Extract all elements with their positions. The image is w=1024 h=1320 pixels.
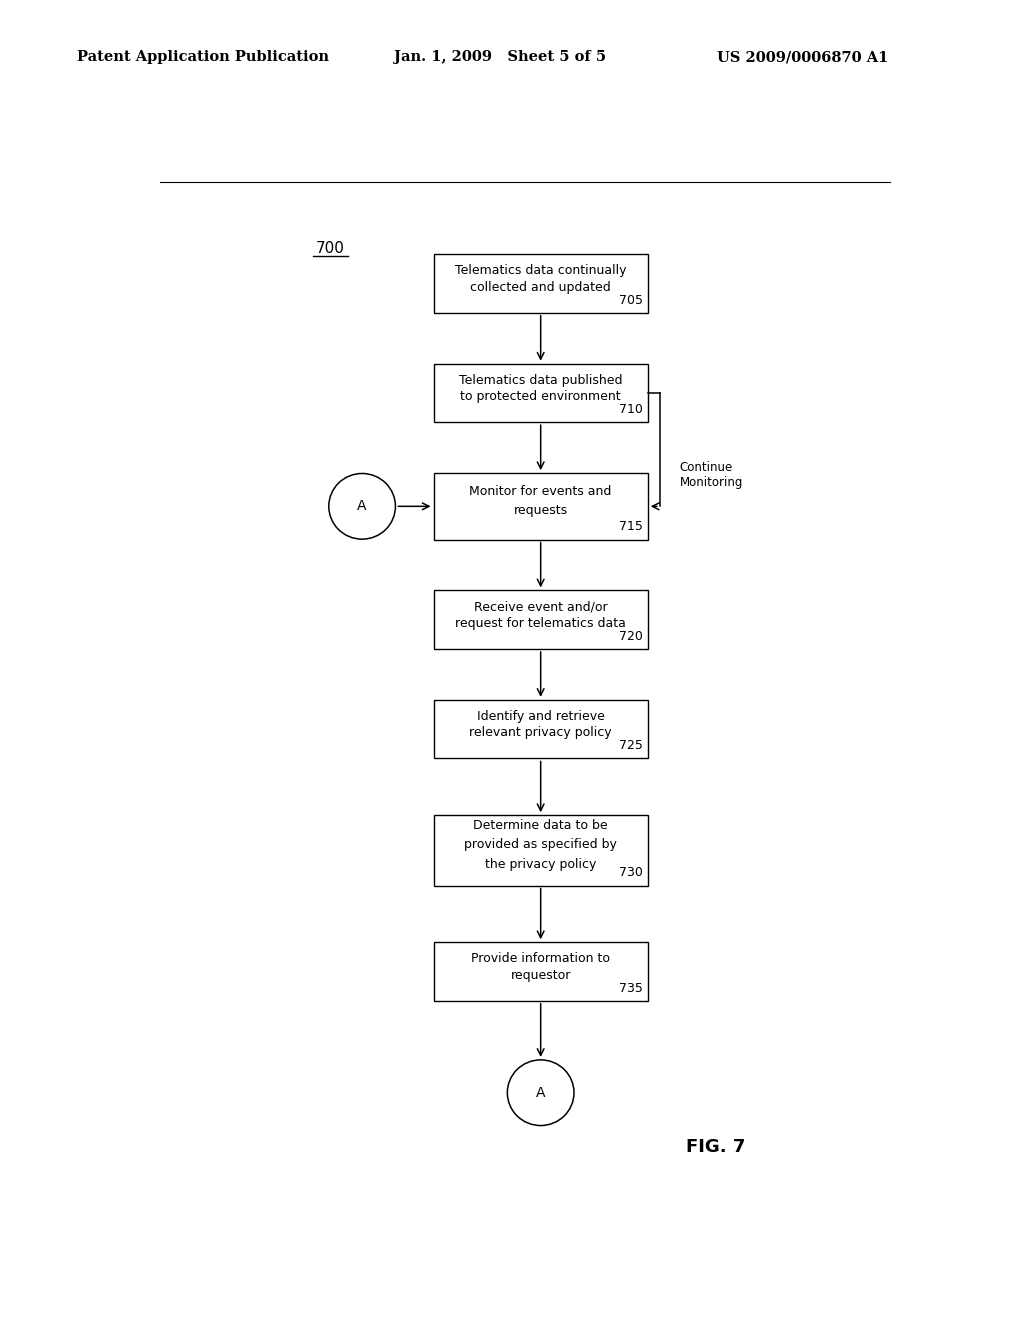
- Text: 720: 720: [620, 630, 643, 643]
- Text: 705: 705: [620, 293, 643, 306]
- Text: FIG. 7: FIG. 7: [686, 1138, 744, 1156]
- Text: Monitor for events and: Monitor for events and: [469, 486, 612, 498]
- Text: Patent Application Publication: Patent Application Publication: [77, 50, 329, 65]
- Text: relevant privacy policy: relevant privacy policy: [469, 726, 612, 739]
- Text: 715: 715: [620, 520, 643, 533]
- Text: provided as specified by: provided as specified by: [464, 838, 617, 851]
- Text: collected and updated: collected and updated: [470, 281, 611, 293]
- Text: Identify and retrieve: Identify and retrieve: [477, 710, 604, 723]
- FancyBboxPatch shape: [433, 590, 648, 649]
- Text: 725: 725: [620, 739, 643, 752]
- Text: A: A: [536, 1086, 546, 1100]
- FancyBboxPatch shape: [433, 816, 648, 886]
- Text: Telematics data published: Telematics data published: [459, 374, 623, 387]
- Circle shape: [507, 1060, 574, 1126]
- FancyBboxPatch shape: [433, 255, 648, 313]
- Text: Receive event and/or: Receive event and/or: [474, 601, 607, 614]
- Text: request for telematics data: request for telematics data: [456, 616, 626, 630]
- Text: 730: 730: [620, 866, 643, 879]
- Circle shape: [329, 474, 395, 539]
- Text: Jan. 1, 2009   Sheet 5 of 5: Jan. 1, 2009 Sheet 5 of 5: [394, 50, 606, 65]
- Text: to protected environment: to protected environment: [461, 389, 621, 403]
- FancyBboxPatch shape: [433, 700, 648, 759]
- Text: the privacy policy: the privacy policy: [485, 858, 596, 871]
- Text: Determine data to be: Determine data to be: [473, 818, 608, 832]
- Text: A: A: [357, 499, 367, 513]
- Text: requestor: requestor: [511, 969, 570, 982]
- Text: 735: 735: [620, 982, 643, 994]
- Text: Telematics data continually: Telematics data continually: [455, 264, 627, 277]
- Text: Provide information to: Provide information to: [471, 952, 610, 965]
- FancyBboxPatch shape: [433, 363, 648, 422]
- Text: 710: 710: [620, 403, 643, 416]
- Text: requests: requests: [514, 504, 567, 517]
- Text: US 2009/0006870 A1: US 2009/0006870 A1: [717, 50, 888, 65]
- FancyBboxPatch shape: [433, 942, 648, 1001]
- Text: Continue
Monitoring: Continue Monitoring: [680, 461, 743, 488]
- FancyBboxPatch shape: [433, 473, 648, 540]
- Text: 700: 700: [316, 242, 345, 256]
